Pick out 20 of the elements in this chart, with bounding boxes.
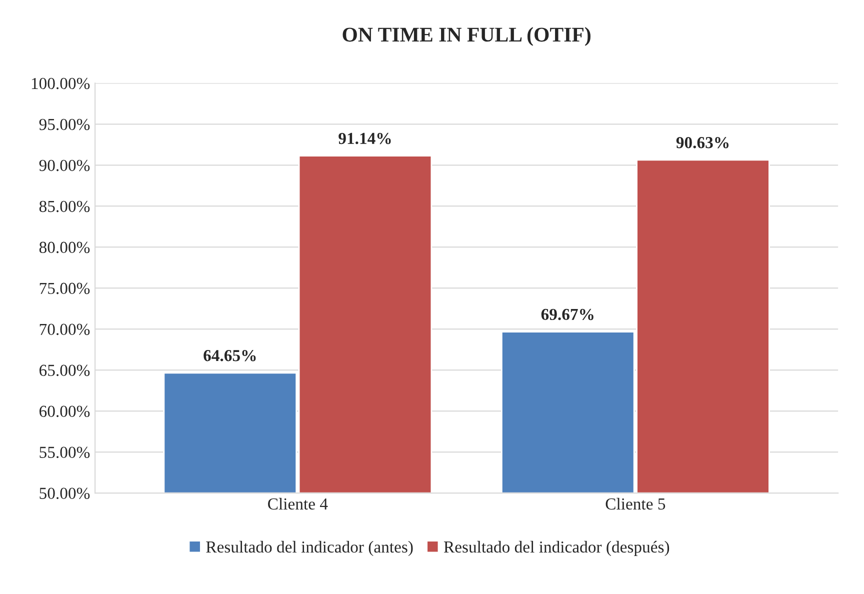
legend-label: Resultado del indicador (después) bbox=[444, 540, 670, 556]
y-tick-label: 60.00% bbox=[40, 406, 90, 418]
y-tick-label: 70.00% bbox=[40, 324, 90, 336]
x-tick-label: Cliente 5 bbox=[606, 498, 666, 510]
data-label: 90.63% bbox=[676, 137, 729, 148]
x-tick-label: Cliente 4 bbox=[268, 498, 328, 510]
y-tick-label: 75.00% bbox=[40, 282, 90, 294]
y-tick-label: 90.00% bbox=[39, 160, 90, 172]
y-tick-label: 50.00% bbox=[40, 488, 90, 500]
y-tick-label: 80.00% bbox=[39, 242, 90, 254]
legend-label: Resultado del indicador (antes) bbox=[206, 540, 413, 556]
data-label: 69.67% bbox=[541, 308, 594, 320]
y-tick-label: 55.00% bbox=[40, 446, 90, 458]
chart-title: ON TIME IN FULL (OTIF) bbox=[342, 27, 590, 46]
data-label: 64.65% bbox=[204, 350, 256, 362]
data-label: 91.14% bbox=[338, 132, 391, 144]
y-tick-label: 100.00% bbox=[32, 78, 90, 90]
y-tick-label: 65.00% bbox=[40, 364, 90, 376]
y-tick-label: 85.00% bbox=[39, 200, 90, 212]
y-tick-label: 95.00% bbox=[39, 118, 90, 130]
